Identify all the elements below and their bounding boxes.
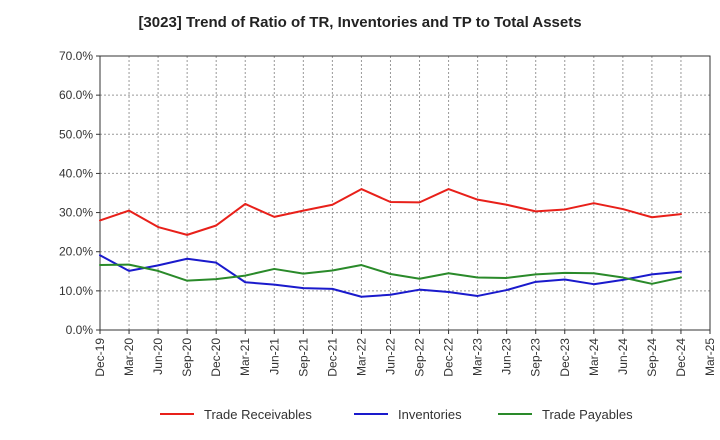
x-tick-label: Sep-20 — [180, 338, 194, 377]
x-tick-label: Sep-22 — [413, 338, 427, 377]
x-tick-label: Dec-19 — [93, 338, 107, 377]
y-tick-label: 40.0% — [59, 166, 93, 180]
x-tick-label: Dec-22 — [442, 338, 456, 377]
x-tick-label: Mar-24 — [587, 338, 601, 376]
axes: 0.0% 10.0% 20.0% 30.0% 40.0% 50.0% 60.0% 70.0% D… — [59, 49, 717, 377]
x-tick-label: Jun-23 — [500, 338, 514, 375]
y-tick-label: 70.0% — [59, 49, 93, 63]
legend-label: Trade Payables — [542, 407, 633, 422]
x-tick-label: Mar-22 — [354, 338, 368, 376]
legend: Trade Receivables Inventories Trade Payabl… — [160, 407, 633, 422]
legend-label: Inventories — [398, 407, 462, 422]
y-tick-label: 20.0% — [59, 245, 93, 259]
x-tick-label: Dec-20 — [209, 338, 223, 377]
plot-area-border — [99, 55, 711, 331]
chart-title: [3023] Trend of Ratio of TR, Inventories… — [138, 14, 582, 31]
x-tick-label: Jun-22 — [383, 338, 397, 375]
y-tick-label: 50.0% — [59, 127, 93, 141]
x-tick-label: Sep-24 — [645, 338, 659, 377]
legend-label: Trade Receivables — [204, 407, 312, 422]
series-line-0 — [99, 188, 682, 236]
x-tick-label: Mar-20 — [122, 338, 136, 376]
x-tick-label: Jun-24 — [616, 338, 630, 375]
x-tick-label: Jun-21 — [267, 338, 281, 375]
x-tick-label: Dec-21 — [325, 338, 339, 377]
y-tick-label: 60.0% — [59, 88, 93, 102]
y-tick-label: 0.0% — [66, 323, 94, 337]
y-tick-label: 10.0% — [59, 284, 93, 298]
x-tick-label: Dec-24 — [674, 338, 688, 377]
grid-lines — [100, 56, 710, 330]
y-tick-label: 30.0% — [59, 206, 93, 220]
series-lines — [99, 188, 682, 298]
x-tick-label: Sep-21 — [296, 338, 310, 377]
x-tick-label: Mar-23 — [471, 338, 485, 376]
x-tick-label: Dec-23 — [558, 338, 572, 377]
x-tick-label: Mar-21 — [238, 338, 252, 376]
x-tick-label: Jun-20 — [151, 338, 165, 375]
series-line-2 — [99, 263, 682, 285]
x-tick-label: Sep-23 — [529, 338, 543, 377]
series-line-1 — [99, 254, 682, 298]
x-tick-label: Mar-25 — [703, 338, 717, 376]
